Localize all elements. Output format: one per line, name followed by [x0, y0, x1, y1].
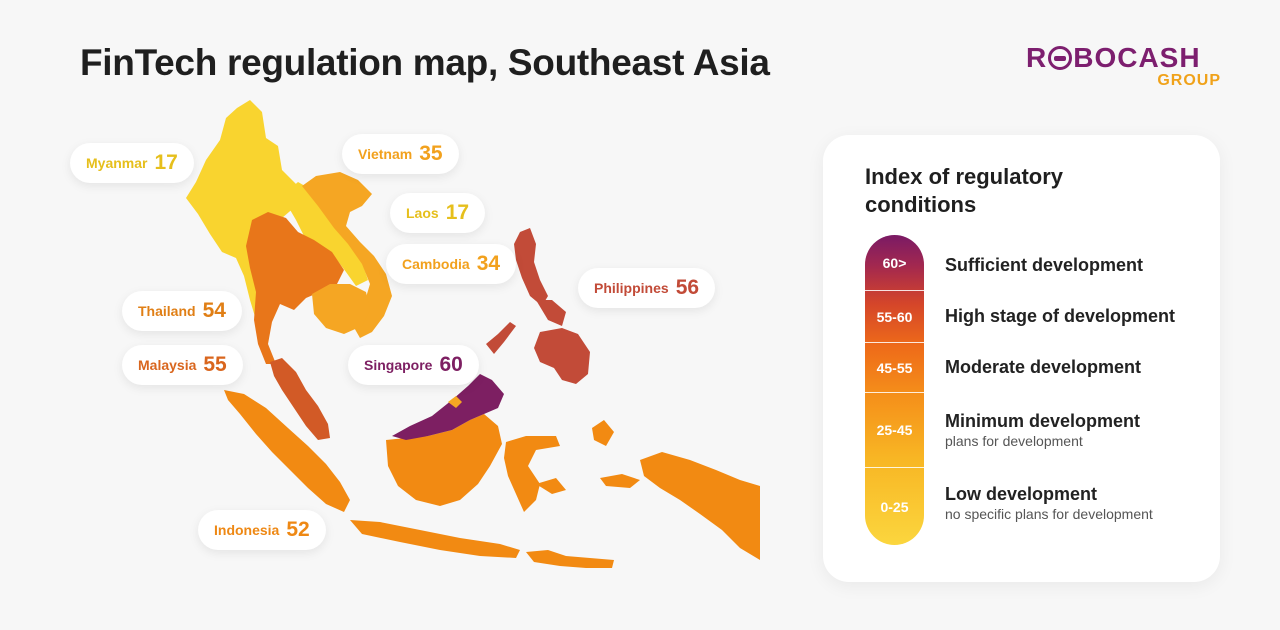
label-laos: Laos 17	[390, 193, 486, 233]
java-shape	[350, 520, 520, 558]
maluku-shape	[592, 420, 614, 446]
myanmar-shape	[186, 100, 298, 320]
vietnam-shape	[302, 172, 392, 338]
country-name: Cambodia	[402, 256, 470, 272]
country-value: 17	[445, 201, 470, 224]
legend-level-low-sub: no specific plans for development	[945, 506, 1153, 522]
malaysia-peninsula-shape	[270, 358, 330, 440]
legend-color-scale: 60> 55-60 45-55 25-45 0-25	[865, 235, 924, 545]
country-name: Malaysia	[138, 357, 197, 373]
country-value: 52	[286, 518, 310, 541]
country-name: Laos	[406, 205, 439, 221]
country-value: 34	[476, 252, 501, 275]
kalimantan-shape	[386, 414, 502, 506]
country-value: 54	[202, 299, 226, 322]
malaysia-borneo-shape	[392, 374, 504, 440]
laos-shape	[282, 182, 368, 286]
legend-title: Index of regulatory conditions	[865, 164, 1064, 217]
label-indonesia: Indonesia 52	[198, 510, 326, 550]
page-title: FinTech regulation map, Southeast Asia	[80, 42, 770, 83]
robot-icon	[1048, 46, 1073, 70]
country-name: Vietnam	[358, 146, 413, 162]
luzon-shape	[514, 228, 548, 306]
palawan-shape	[486, 322, 516, 354]
country-name: Myanmar	[86, 155, 148, 171]
country-value: 55	[203, 353, 227, 376]
legend-level-moderate: Moderate development	[945, 357, 1142, 377]
country-value: 60	[439, 353, 463, 376]
label-philippines: Philippines 56	[578, 268, 716, 308]
logo-letters: BOCASH	[1073, 42, 1201, 73]
lesser-sunda-shape	[526, 550, 614, 568]
country-name: Singapore	[364, 357, 433, 373]
visayas-shape	[536, 300, 566, 326]
scale-range-high: 55-60	[865, 290, 924, 342]
maluku-south-shape	[600, 474, 640, 488]
sulawesi-arm-shape	[536, 478, 566, 494]
scale-range-sufficient: 60>	[882, 254, 907, 271]
sulawesi-shape	[504, 436, 560, 512]
country-name: Thailand	[138, 303, 196, 319]
thailand-shape	[246, 212, 344, 364]
legend-level-high: High stage of development	[945, 306, 1176, 326]
legend-level-low: Low development	[945, 484, 1098, 504]
scale-range-moderate: 45-55	[865, 342, 924, 392]
papua-shape	[640, 452, 760, 560]
logo-subtitle: GROUP	[1157, 72, 1221, 89]
scale-range-low: 0-25	[865, 467, 924, 545]
label-cambodia: Cambodia 34	[386, 244, 517, 284]
legend-level-minimum-sub: plans for development	[945, 433, 1083, 449]
country-value: 17	[154, 151, 178, 174]
legend-level-sufficient: Sufficient development	[945, 255, 1144, 275]
sumatra-shape	[224, 390, 350, 512]
country-name: Indonesia	[214, 522, 280, 538]
robocash-logo: R BOCASH GROUP	[1026, 42, 1226, 92]
country-value: 35	[419, 142, 443, 165]
label-myanmar: Myanmar 17	[70, 143, 194, 183]
logo-wordmark: R BOCASH	[1026, 42, 1201, 74]
label-singapore: Singapore 60	[348, 345, 479, 385]
legend-level-minimum: Minimum development	[945, 411, 1141, 431]
mindanao-shape	[534, 328, 590, 384]
label-thailand: Thailand 54	[122, 291, 242, 331]
logo-letter: R	[1026, 42, 1048, 73]
country-value: 56	[675, 276, 700, 299]
brunei-shape	[448, 396, 462, 408]
legend-panel: Index of regulatory conditions 60> 55-60…	[823, 135, 1220, 582]
label-vietnam: Vietnam 35	[342, 134, 459, 174]
scale-range-minimum: 25-45	[865, 392, 924, 467]
country-name: Philippines	[594, 280, 669, 296]
cambodia-shape	[312, 284, 370, 334]
label-malaysia: Malaysia 55	[122, 345, 243, 385]
